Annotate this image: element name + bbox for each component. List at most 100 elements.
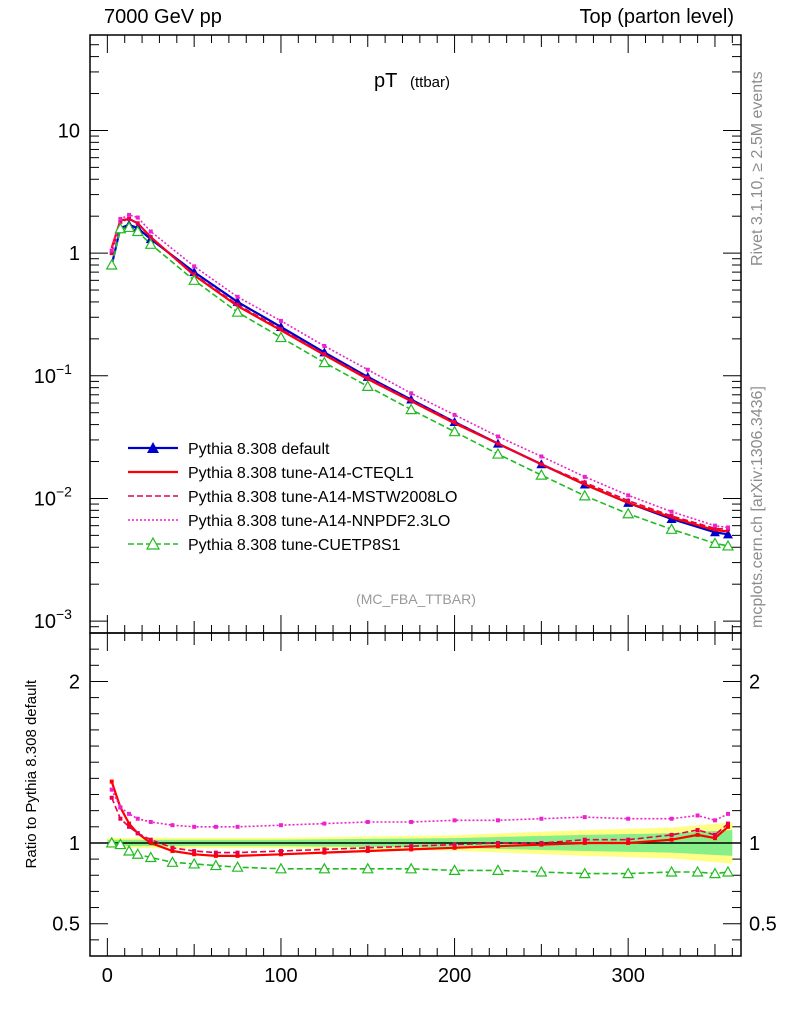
ratio-point-pythia-8-308-tune-cuetp8s1 [274, 862, 287, 874]
ratio-line-pythia-8-308-tune-cuetp8s1 [111, 842, 729, 875]
ratio-line-pythia-8-308-tune-a14-nnpdf2-3lo [110, 789, 729, 828]
header-left: 7000 GeV pp [104, 6, 222, 28]
ratio-point-pythia-8-308-tune-a14-nnpdf2-3lo [127, 811, 132, 816]
ratio-point-pythia-8-308-tune-a14-nnpdf2-3lo [669, 816, 674, 821]
ratio-point-pythia-8-308-tune-a14-nnpdf2-3lo [192, 824, 197, 829]
ratio-y-axis-label: Ratio to Pythia 8.308 default [23, 679, 40, 868]
chart-marks [90, 212, 741, 879]
ratio-point-pythia-8-308-tune-a14-nnpdf2-3lo [495, 818, 500, 823]
ratio-point-pythia-8-308-tune-a14-mstw2008lo [192, 849, 197, 854]
ratio-point-pythia-8-308-tune-a14-cteql1 [452, 845, 457, 850]
ratio-point-pythia-8-308-tune-cuetp8s1 [105, 836, 118, 848]
ratio-point-pythia-8-308-tune-a14-mstw2008lo [109, 795, 114, 800]
ratio-point-pythia-8-308-tune-a14-mstw2008lo [235, 850, 240, 855]
ratio-point-pythia-8-308-tune-a14-mstw2008lo [725, 821, 730, 826]
point-pythia-8-308-tune-a14-nnpdf2-3lo [365, 367, 370, 372]
ratio-point-pythia-8-308-tune-cuetp8s1 [448, 864, 461, 876]
ratio-line-pythia-8-308-tune-a14-cteql1 [110, 781, 729, 857]
point-pythia-8-308-tune-cuetp8s1 [361, 380, 374, 391]
point-pythia-8-308-tune-a14-mstw2008lo [712, 526, 717, 531]
x-tick-label: 300 [611, 965, 644, 987]
ratio-point-pythia-8-308-tune-cuetp8s1 [318, 862, 331, 874]
ratio-point-pythia-8-308-tune-cuetp8s1 [665, 865, 678, 877]
ratio-point-pythia-8-308-tune-a14-nnpdf2-3lo [109, 787, 114, 792]
point-pythia-8-308-tune-a14-mstw2008lo [669, 513, 674, 518]
ratio-point-pythia-8-308-tune-a14-cteql1 [235, 853, 240, 858]
point-pythia-8-308-tune-cuetp8s1 [123, 221, 136, 233]
legend-marker-pythia-8-308-tune-cuetp8s1 [145, 536, 161, 550]
point-pythia-8-308-tune-a14-nnpdf2-3lo [452, 412, 457, 417]
header-right: Top (parton level) [579, 6, 734, 28]
point-pythia-8-308-tune-a14-nnpdf2-3lo [409, 391, 414, 396]
ratio-point-pythia-8-308-tune-a14-nnpdf2-3lo [278, 823, 283, 828]
ratio-point-pythia-8-308-tune-a14-mstw2008lo [213, 850, 218, 855]
point-pythia-8-308-tune-a14-mstw2008lo [582, 480, 587, 485]
ratio-point-pythia-8-308-tune-a14-nnpdf2-3lo [725, 811, 730, 816]
ratio-point-pythia-8-308-tune-a14-mstw2008lo [135, 831, 140, 836]
ratio-plot-frame [89, 632, 742, 957]
point-pythia-8-308-tune-a14-mstw2008lo [539, 462, 544, 467]
point-pythia-8-308-tune-cuetp8s1 [114, 222, 127, 234]
ratio-point-pythia-8-308-tune-a14-mstw2008lo [322, 847, 327, 852]
point-pythia-8-308-tune-a14-nnpdf2-3lo [192, 264, 197, 269]
ratio-tick-label-right: 0.5 [749, 914, 777, 936]
ratio-point-pythia-8-308-tune-a14-cteql1 [582, 840, 587, 845]
ratio-point-pythia-8-308-tune-cuetp8s1 [708, 867, 721, 879]
point-pythia-8-308-tune-a14-mstw2008lo [322, 352, 327, 357]
point-pythia-8-308-tune-a14-nnpdf2-3lo [582, 474, 587, 479]
ratio-point-pythia-8-308-tune-a14-mstw2008lo [452, 842, 457, 847]
point-pythia-8-308-tune-cuetp8s1 [491, 447, 504, 459]
point-pythia-8-308-tune-a14-mstw2008lo [148, 235, 153, 240]
ratio-point-pythia-8-308-tune-a14-cteql1 [170, 849, 175, 854]
point-pythia-8-308-tune-cuetp8s1 [144, 238, 157, 249]
ratio-point-pythia-8-308-tune-a14-nnpdf2-3lo [148, 819, 153, 824]
ratio-point-pythia-8-308-tune-cuetp8s1 [361, 862, 374, 874]
ratio-point-pythia-8-308-tune-cuetp8s1 [231, 860, 244, 872]
point-pythia-8-308-tune-a14-mstw2008lo [127, 216, 132, 221]
ratio-point-pythia-8-308-tune-cuetp8s1 [114, 838, 127, 850]
point-pythia-8-308-tune-a14-nnpdf2-3lo [626, 493, 631, 498]
legend-label-pythia-8-308-tune-a14-nnpdf2-3lo: Pythia 8.308 tune-A14-NNPDF2.3LO [188, 513, 450, 530]
point-pythia-8-308-tune-cuetp8s1 [708, 537, 721, 549]
ratio-point-pythia-8-308-tune-a14-cteql1 [669, 837, 674, 842]
ratio-point-pythia-8-308-tune-a14-cteql1 [148, 840, 153, 845]
point-pythia-8-308-tune-a14-nnpdf2-3lo [539, 454, 544, 459]
legend-label-pythia-8-308-default: Pythia 8.308 default [188, 441, 330, 458]
ratio-point-pythia-8-308-tune-a14-nnpdf2-3lo [118, 805, 123, 810]
ratio-point-pythia-8-308-tune-a14-mstw2008lo [148, 837, 153, 842]
x-tick-label: 0 [102, 965, 113, 987]
ratio-point-pythia-8-308-tune-cuetp8s1 [209, 859, 222, 871]
point-pythia-8-308-tune-a14-nnpdf2-3lo [495, 434, 500, 439]
ratio-point-pythia-8-308-tune-a14-nnpdf2-3lo [135, 816, 140, 821]
legend-label-pythia-8-308-tune-a14-mstw2008lo: Pythia 8.308 tune-A14-MSTW2008LO [188, 489, 457, 506]
point-pythia-8-308-tune-cuetp8s1 [665, 523, 678, 534]
ratio-point-pythia-8-308-tune-cuetp8s1 [144, 851, 157, 863]
point-pythia-8-308-tune-a14-nnpdf2-3lo [109, 248, 114, 253]
ratio-tick-label-right: 1 [749, 833, 760, 855]
ratio-point-pythia-8-308-tune-cuetp8s1 [188, 857, 201, 869]
legend-label-pythia-8-308-tune-cuetp8s1: Pythia 8.308 tune-CUETP8S1 [188, 537, 401, 554]
ratio-point-pythia-8-308-tune-cuetp8s1 [123, 844, 136, 856]
ratio-point-pythia-8-308-tune-a14-nnpdf2-3lo [170, 823, 175, 828]
ratio-point-pythia-8-308-tune-cuetp8s1 [491, 864, 504, 876]
ratio-point-pythia-8-308-tune-a14-cteql1 [278, 852, 283, 857]
point-pythia-8-308-tune-a14-nnpdf2-3lo [118, 216, 123, 221]
point-pythia-8-308-tune-cuetp8s1 [131, 225, 144, 237]
y-tick-exponent: −2 [56, 483, 72, 499]
y-tick-label: 10 [34, 611, 56, 633]
x-tick-label: 200 [438, 965, 471, 987]
y-tick-label: 10 [34, 366, 56, 388]
x-tick-label: 100 [264, 965, 297, 987]
ratio-point-pythia-8-308-tune-cuetp8s1 [166, 856, 179, 867]
point-pythia-8-308-tune-cuetp8s1 [274, 331, 287, 343]
legend-marker-pythia-8-308-default [147, 442, 159, 453]
point-pythia-8-308-tune-a14-mstw2008lo [452, 419, 457, 424]
point-pythia-8-308-default [722, 529, 733, 539]
ratio-point-pythia-8-308-tune-a14-mstw2008lo [118, 816, 123, 821]
y-tick-exponent: −1 [56, 361, 72, 377]
ratio-point-pythia-8-308-tune-cuetp8s1 [535, 865, 548, 877]
ratio-point-pythia-8-308-tune-a14-cteql1 [725, 824, 730, 829]
point-pythia-8-308-tune-a14-nnpdf2-3lo [712, 523, 717, 528]
ratio-point-pythia-8-308-tune-a14-nnpdf2-3lo [539, 816, 544, 821]
